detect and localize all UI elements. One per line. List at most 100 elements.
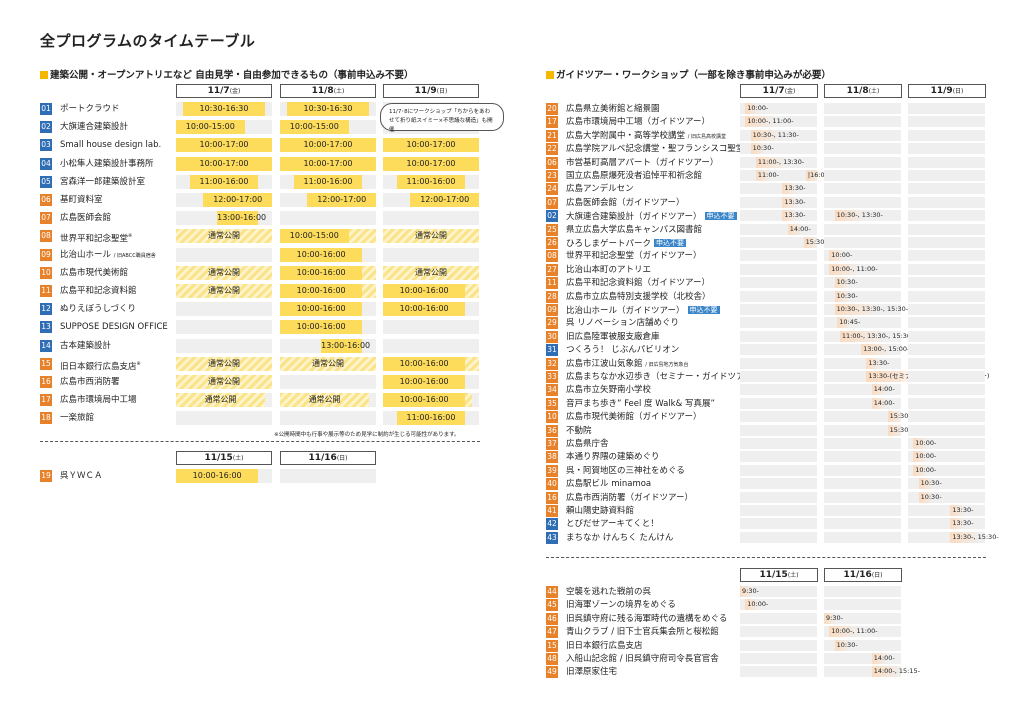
program-name[interactable]: 広島市立矢野南小学校 — [566, 384, 651, 396]
open-hours-bar — [383, 375, 466, 389]
workshop-callout: 11/7･8にワークショップ「ちからをあわせて折り紙スイミー×不思議な構造」も開… — [380, 103, 504, 133]
schedule-cell — [740, 371, 817, 382]
program-name[interactable]: とびだせアーキてくと！ — [566, 518, 659, 530]
program-name-text: 広島市現代美術館（ガイドツアー） — [566, 412, 702, 423]
schedule-cell: 通常公開 — [176, 393, 272, 408]
program-name[interactable]: 古本建築設計 — [60, 340, 111, 352]
program-name[interactable]: 基町資料室 — [60, 194, 103, 206]
program-name-text: 広島まちなか水辺歩き（セミナー・ガイドツアー） — [566, 372, 761, 382]
program-name[interactable]: 旧広島陸軍被服支廠倉庫 — [566, 331, 660, 343]
program-name[interactable]: 音戸まち歩き” Feel 度 Walk& 写真展” — [566, 398, 715, 410]
tour-start-times: 15:30- — [887, 411, 913, 423]
program-name[interactable]: 広島市江波山気象館 / 旧広島地方気象台 — [566, 358, 689, 371]
program-name[interactable]: 呉ＹＷＣＡ — [60, 470, 103, 482]
hours-text: 通常公開 — [208, 377, 240, 386]
program-name-text: Small house design lab. — [60, 140, 162, 151]
regular-hours-fill — [465, 393, 473, 408]
program-name[interactable]: 入船山記念館 / 旧呉鎮守府司令長官官舎 — [566, 653, 719, 665]
program-name-text: 空襲を逃れた戦前の呉 — [566, 587, 652, 597]
schedule-cell — [908, 156, 985, 168]
program-name[interactable]: SUPPOSE DESIGN OFFICE — [60, 321, 168, 333]
program-name[interactable]: 旧日本銀行広島支店 — [566, 640, 643, 652]
schedule-cell — [824, 505, 901, 516]
program-number-badge: 07 — [546, 196, 558, 209]
schedule-cell — [908, 143, 985, 155]
program-name[interactable]: ひろしまゲートパーク 申込不要 — [566, 237, 687, 250]
program-name[interactable]: 小松隼人建築設計事務所 — [60, 158, 154, 170]
tour-start-time: |16:00- — [805, 170, 834, 181]
program-name[interactable]: 広島県庁舎 — [566, 438, 609, 450]
tour-start-times: 13:30-, 15:30- — [950, 531, 1001, 543]
schedule-cell — [383, 211, 479, 226]
program-name[interactable]: まちなか けんちく たんけん — [566, 532, 673, 544]
program-number-badge: 17 — [546, 116, 558, 129]
program-name[interactable]: 大旗連合建築設計（ガイドツアー） 申込不要 — [566, 210, 737, 223]
program-name[interactable]: 広島平和記念資料館（ガイドツアー） — [566, 277, 710, 289]
program-name[interactable]: 広島医師会館 — [60, 212, 111, 224]
program-name[interactable]: 世界平和記念聖堂※ — [60, 230, 132, 245]
program-number-badge: 43 — [546, 531, 558, 544]
program-name[interactable]: 不動院 — [566, 425, 592, 437]
program-name[interactable]: 宮森洋一郎建築設計室 — [60, 176, 145, 188]
program-name[interactable]: 世界平和記念聖堂（ガイドツアー） — [566, 250, 702, 262]
program-name[interactable]: 空襲を逃れた戦前の呉 — [566, 586, 651, 598]
schedule-cell — [824, 531, 901, 543]
program-name[interactable]: 広島市環境局中工場（ガイドツアー） — [566, 116, 710, 128]
program-name[interactable]: 頼山陽史跡資料館 — [566, 505, 634, 517]
program-name[interactable]: 旧澤原家住宅 — [566, 666, 617, 678]
program-name[interactable]: 広島市西消防署 — [60, 376, 120, 388]
hours-text: 13:00-16:00 — [321, 340, 371, 350]
schedule-cell: 10:30-, 13:30-, 15:30- — [824, 304, 911, 315]
hours-text: 10:00-16:00 — [296, 286, 346, 295]
schedule-cell — [824, 103, 901, 114]
program-name[interactable]: 広島市現代美術館（ガイドツアー） — [566, 411, 702, 423]
program-name[interactable]: 国立広島原爆死没者追悼平和祈念館 — [566, 170, 702, 182]
program-name[interactable]: Small house design lab. — [60, 139, 161, 151]
schedule-cell: 10:00- — [824, 250, 901, 262]
program-name[interactable]: 一楽旅館 — [60, 412, 94, 424]
open-hours-bar — [280, 156, 376, 171]
program-name[interactable]: 広島市環境局中工場 — [60, 394, 137, 406]
program-name[interactable]: 旧日本銀行広島支店※ — [60, 358, 141, 373]
program-name[interactable]: 広島平和記念資料館 — [60, 285, 137, 297]
program-name[interactable]: 広島大学附属中・高等学校講堂 / 旧広島高校講堂 — [566, 130, 726, 143]
program-name[interactable]: 広島市立広島特別支援学校（北校舎） — [566, 291, 711, 303]
program-name[interactable]: 旧呉鎮守府に残る海軍時代の遺構をめぐる — [566, 613, 727, 625]
program-name[interactable]: 呉・阿賀地区の三神社をめぐる — [566, 465, 685, 477]
program-name[interactable]: 県立広島大学広島キャンパス図書館 — [566, 224, 702, 236]
tour-start-times: 10:30- — [834, 290, 860, 302]
regular-hours-fill — [176, 284, 272, 298]
program-name[interactable]: 比治山本町のアトリエ — [566, 264, 651, 276]
program-name[interactable]: 広島市西消防署（ガイドツアー） — [566, 492, 693, 504]
program-name[interactable]: 広島まちなか水辺歩き（セミナー・ガイドツアー） — [566, 371, 761, 383]
program-name[interactable]: つくろう！ じぶんパビリオン — [566, 344, 679, 356]
program-name[interactable]: 広島医師会館（ガイドツアー） — [566, 197, 685, 209]
program-name[interactable]: 旧海軍ゾーンの境界をめぐる — [566, 599, 676, 611]
program-name[interactable]: ぬりえぼうしづくり — [60, 303, 136, 315]
program-name[interactable]: 広島駅ビル minamoa — [566, 478, 651, 490]
program-name[interactable]: 大旗連合建築設計 — [60, 121, 128, 133]
program-name[interactable]: 比治山ホール（ガイドツアー） 申込不要 — [566, 304, 720, 317]
footnote: ※公開時間中も行事や展示等のため見学に制約が生じる可能性があります。 — [274, 432, 460, 438]
schedule-cell: 11:00-16:00 — [383, 174, 479, 189]
regular-hours-fill — [280, 356, 376, 371]
date: 11/9 — [930, 86, 953, 96]
program-name[interactable]: ポートクラウド — [60, 103, 120, 115]
schedule-cell — [740, 505, 817, 516]
schedule-cell: 10:30- — [824, 277, 901, 289]
program-name[interactable]: 広島学院アルベ記念講堂・聖フランシスコ聖堂 — [566, 143, 744, 155]
schedule-cell — [824, 491, 901, 503]
schedule-cell: 10:00-16:00 — [280, 302, 376, 317]
program-name[interactable]: 本通り界隈の建築めぐり — [566, 451, 660, 463]
program-number-badge: 21 — [546, 129, 558, 142]
program-name[interactable]: 比治山ホール / 旧ABCC職員宿舎 — [60, 249, 156, 262]
program-name[interactable]: 広島アンデルセン — [566, 183, 634, 195]
program-number-badge: 46 — [546, 612, 558, 625]
open-hours-bar — [383, 302, 466, 317]
program-name[interactable]: 広島県立美術館と縮景園 — [566, 103, 660, 115]
program-name[interactable]: 広島市現代美術館 — [60, 267, 128, 279]
program-name[interactable]: 市営基町高層アパート（ガイドツアー） — [566, 157, 718, 169]
program-name[interactable]: 青山クラブ / 旧下士官兵集会所と桜松館 — [566, 626, 719, 638]
date: 11/16 — [843, 570, 872, 580]
program-name[interactable]: 呉 リノベーション店舗めぐり — [566, 317, 679, 329]
